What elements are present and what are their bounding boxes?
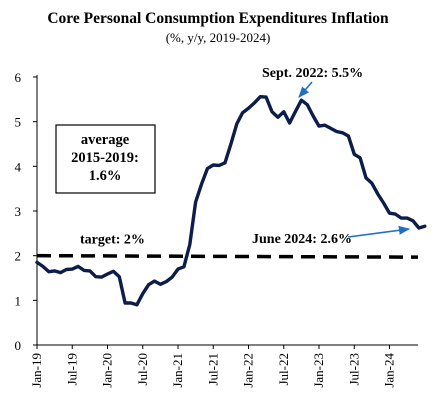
y-tick-label: 4	[15, 159, 22, 174]
sept-2022-arrow	[298, 81, 313, 98]
average-box-line: 1.6%	[89, 168, 122, 184]
x-tick-label: Jul-21	[205, 353, 220, 386]
average-box-line: 2015-2019:	[71, 150, 139, 166]
annotations-group: average 2015-2019: 1.6% Sept. 2022: 5.5% Jun…	[55, 66, 411, 247]
x-tick-label: Jul-19	[64, 353, 79, 386]
target-line	[36, 253, 419, 259]
y-tick-label: 1	[15, 293, 22, 308]
y-tick-label: 3	[15, 204, 22, 219]
x-tick-label: Jan-24	[382, 353, 397, 388]
target-line-group: target: 2%	[36, 233, 419, 259]
x-tick-label: Jan-21	[170, 353, 185, 388]
chart-subtitle: (%, y/y, 2019-2024)	[166, 30, 271, 45]
x-tick-label: Jan-22	[241, 353, 256, 388]
y-tick-label: 6	[15, 70, 22, 85]
sept-2022-label: Sept. 2022: 5.5%	[262, 66, 363, 81]
average-box-line: average	[81, 132, 130, 148]
x-tick-label: Jul-22	[276, 353, 291, 386]
x-tick-label: Jul-23	[346, 353, 361, 386]
axes: 0 1 2 3 4 5 6 Jan-19 Jul-19 Jan-20 Jul-20 Jan-21 Jul…	[15, 70, 418, 388]
series-group	[35, 94, 427, 307]
x-tick-label: Jan-23	[311, 353, 326, 388]
y-tick-label: 2	[15, 249, 22, 264]
x-tick-label: Jan-20	[100, 353, 115, 388]
june-2024-label: June 2024: 2.6%	[252, 232, 352, 247]
y-tick-label: 5	[15, 115, 22, 130]
x-tick-label: Jul-20	[135, 353, 150, 386]
average-box	[55, 124, 156, 194]
x-tick-label: Jan-19	[29, 353, 44, 388]
june-2024-arrow	[347, 225, 411, 238]
chart-title: Core Personal Consumption Expenditures I…	[47, 10, 389, 27]
target-label: target: 2%	[80, 233, 145, 248]
core-pce-line	[35, 94, 427, 307]
y-tick-label: 0	[15, 338, 22, 353]
